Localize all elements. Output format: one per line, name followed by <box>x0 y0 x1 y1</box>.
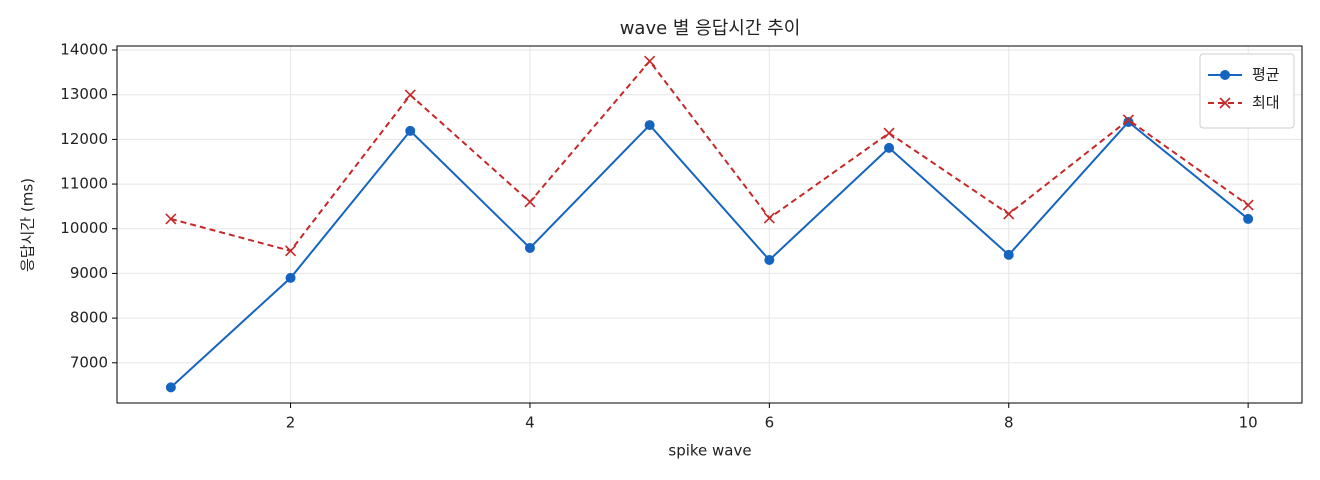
y-axis-label: 응답시간 (ms) <box>19 178 37 272</box>
point <box>1242 199 1254 211</box>
point <box>884 142 895 153</box>
x-tick-label: 10 <box>1239 414 1258 432</box>
point <box>644 55 656 67</box>
point <box>285 272 296 283</box>
legend-label: 평균 <box>1252 66 1280 84</box>
legend-marker <box>1219 97 1231 109</box>
y-tick-label: 11000 <box>60 175 108 193</box>
y-tick-label: 12000 <box>60 130 108 148</box>
point <box>405 125 416 136</box>
y-tick-label: 9000 <box>70 264 108 282</box>
point <box>764 255 775 266</box>
plot-frame <box>116 45 1303 404</box>
point <box>883 127 895 139</box>
point <box>1243 213 1254 224</box>
point <box>284 245 297 257</box>
point <box>763 212 775 224</box>
legend-label: 최대 <box>1252 94 1280 112</box>
y-tick-label: 7000 <box>70 353 108 371</box>
series-line <box>170 59 1249 253</box>
x-tick-label: 4 <box>525 414 535 432</box>
point <box>165 213 177 225</box>
point <box>1003 208 1015 220</box>
legend-box <box>1199 53 1295 129</box>
x-tick-label: 2 <box>286 414 296 432</box>
legend-marker <box>1220 70 1230 80</box>
chart-title: wave 별 응답시간 추이 <box>620 18 801 39</box>
x-tick-label: 8 <box>1004 414 1014 432</box>
point <box>1003 249 1014 260</box>
point <box>524 196 536 208</box>
point <box>644 120 655 131</box>
y-tick-label: 14000 <box>60 41 108 59</box>
point <box>1123 116 1134 127</box>
y-tick-label: 13000 <box>60 85 108 103</box>
point <box>1122 114 1135 126</box>
x-tick-label: 6 <box>765 414 775 432</box>
point <box>165 382 176 393</box>
y-tick-label: 10000 <box>60 219 108 237</box>
series-line <box>170 120 1249 389</box>
y-tick-label: 8000 <box>70 309 108 327</box>
point <box>524 242 535 253</box>
x-axis-label: spike wave <box>668 442 751 460</box>
point <box>404 89 416 101</box>
